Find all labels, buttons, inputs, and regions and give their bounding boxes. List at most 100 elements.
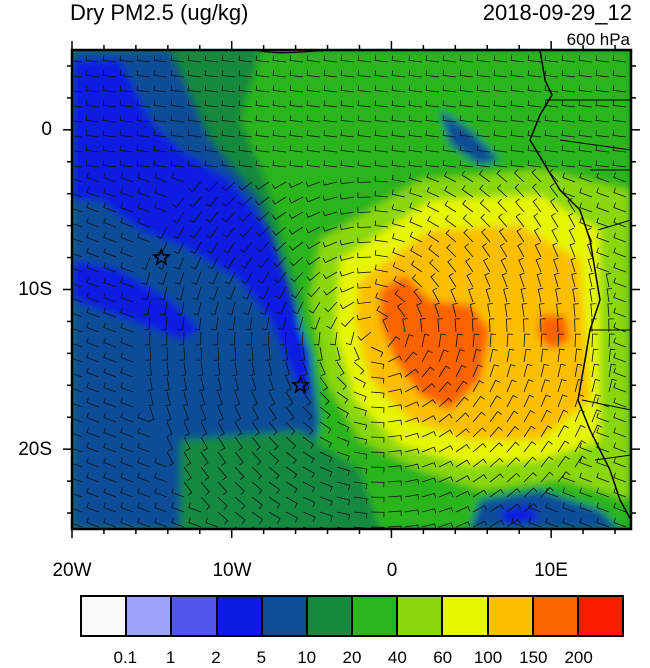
wind-barb: [244, 316, 253, 331]
wind-barb: [574, 348, 582, 363]
wind-barb: [591, 394, 601, 408]
colorbar-swatch-4: [262, 597, 308, 635]
wind-barb: [242, 286, 253, 300]
wind-barb: [238, 160, 253, 168]
wind-barb: [579, 172, 593, 183]
wind-barb: [120, 457, 134, 468]
wind-barb: [322, 226, 338, 232]
wind-barb: [391, 85, 406, 93]
wind-barb: [430, 273, 440, 288]
wind-barb: [608, 318, 614, 333]
wind-barb: [613, 217, 627, 228]
wind-barb: [387, 355, 403, 363]
wind-barb: [421, 446, 437, 453]
wind-barb: [455, 333, 463, 348]
wind-barb: [103, 187, 117, 198]
wind-barb: [305, 196, 321, 203]
wind-barb: [392, 247, 406, 258]
wind-barb: [272, 130, 287, 138]
wind-barb: [455, 443, 470, 453]
wind-barb: [481, 228, 491, 243]
wind-barb: [437, 318, 443, 333]
wind-barb: [561, 55, 576, 63]
wind-barb: [217, 421, 225, 437]
wind-barb: [251, 496, 263, 510]
wind-barb: [72, 357, 83, 363]
wind-barb: [302, 406, 313, 421]
wind-barb: [289, 160, 304, 168]
wind-barb: [472, 411, 486, 423]
wind-barb: [596, 472, 610, 483]
wind-barb: [545, 487, 559, 498]
wind-barb: [540, 425, 553, 438]
wind-barb: [183, 421, 190, 437]
wind-barb: [462, 214, 474, 228]
star-marker-2: [290, 375, 311, 394]
wind-barb: [528, 517, 542, 528]
wind-barb: [72, 177, 83, 183]
wind-barb: [222, 196, 236, 207]
y-tick-label-20s: 20S: [18, 439, 52, 460]
wind-barb: [102, 70, 117, 78]
wind-barb: [608, 378, 617, 393]
wind-barb: [596, 502, 610, 513]
wind-barb: [544, 70, 559, 78]
wind-barb: [562, 187, 576, 198]
wind-barb: [86, 172, 100, 183]
wind-barb: [141, 271, 151, 285]
wind-barb: [561, 115, 576, 123]
wind-barb: [205, 181, 219, 192]
wind-barb: [166, 421, 173, 437]
wind-barb: [205, 196, 219, 208]
wind-barb: [613, 202, 627, 213]
wind-barb: [499, 242, 508, 258]
wind-barb: [459, 130, 474, 138]
wind-barb: [438, 460, 454, 468]
wind-barb: [455, 412, 470, 423]
wind-barb: [217, 496, 228, 510]
wind-barb: [103, 382, 117, 393]
wind-barb: [86, 322, 100, 333]
wind-barb: [613, 442, 627, 453]
wind-barb: [428, 244, 440, 258]
wind-barb: [161, 331, 168, 346]
wind-barb: [191, 271, 202, 285]
wind-barb: [527, 85, 542, 93]
wind-barb: [271, 196, 287, 205]
wind-barb: [438, 397, 453, 408]
wind-barb: [591, 333, 598, 348]
wind-barb: [489, 488, 504, 498]
wind-barb: [595, 130, 610, 138]
wind-barb: [538, 303, 545, 318]
wind-barb: [370, 406, 385, 413]
wind-barb: [402, 317, 408, 333]
wind-barb: [515, 213, 525, 228]
wind-barb: [213, 346, 220, 361]
wind-barb: [72, 222, 83, 228]
wind-barb: [86, 292, 100, 303]
wind-barb: [302, 496, 316, 508]
wind-barb: [221, 115, 236, 123]
wind-barb: [536, 272, 543, 288]
wind-barb: [489, 333, 497, 348]
wind-barb: [103, 502, 117, 513]
wind-barb: [562, 517, 576, 528]
wind-barb: [514, 169, 525, 183]
wind-barb: [246, 331, 253, 346]
wind-barb: [567, 197, 576, 213]
wind-barb: [204, 115, 219, 123]
wind-barb: [612, 55, 627, 63]
wind-barb: [208, 271, 219, 285]
wind-barb: [432, 287, 440, 303]
wind-barb: [476, 70, 491, 78]
wind-barb: [387, 388, 403, 395]
wind-barb: [596, 517, 610, 528]
wind-barb: [469, 302, 476, 318]
wind-barb: [410, 245, 423, 258]
wind-barb: [336, 361, 345, 376]
wind-barb: [86, 352, 100, 363]
wind-barb: [306, 100, 321, 108]
wind-barb: [421, 430, 437, 438]
wind-barb: [579, 217, 593, 228]
wind-barb: [353, 466, 368, 475]
